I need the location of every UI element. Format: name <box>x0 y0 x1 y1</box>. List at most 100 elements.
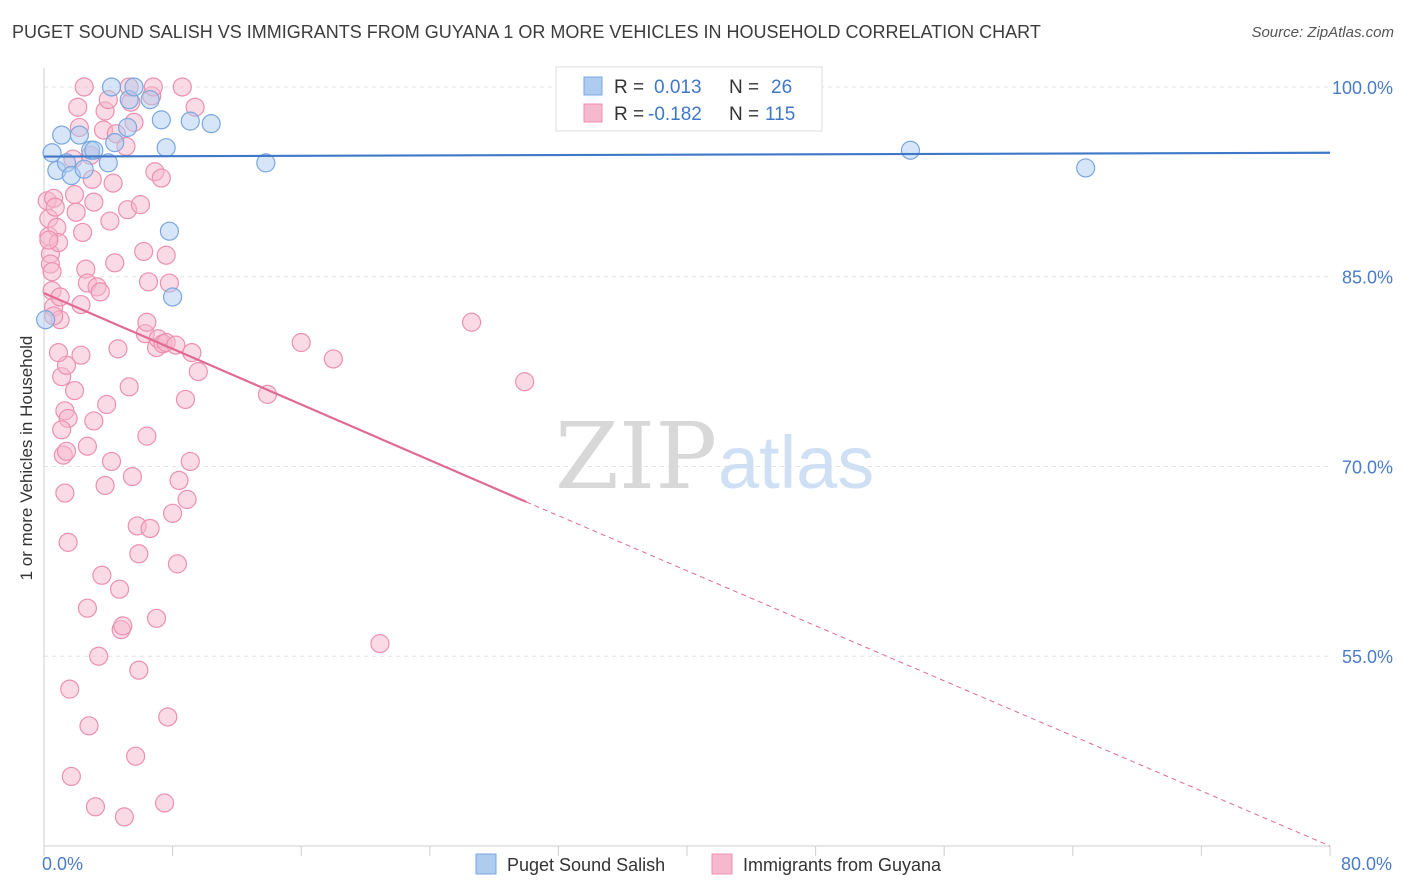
data-point-puget-sound-salish <box>159 221 179 241</box>
series-legend-label-pink: Immigrants from Guyana <box>743 855 942 875</box>
data-point-immigrants-from-guyana <box>175 389 196 410</box>
data-point-immigrants-from-guyana <box>101 451 122 472</box>
watermark: ZIP atlas <box>555 403 874 510</box>
series-legend-swatch-pink <box>711 853 733 875</box>
legend-r-label-blue: R = <box>614 77 644 98</box>
data-point-immigrants-from-guyana <box>68 97 88 117</box>
series-immigrants-from-guyana <box>37 77 535 827</box>
data-point-puget-sound-salish <box>900 140 921 160</box>
data-point-immigrants-from-guyana <box>167 554 188 574</box>
data-point-immigrants-from-guyana <box>64 380 85 401</box>
data-point-immigrants-from-guyana <box>52 420 72 440</box>
data-point-immigrants-from-guyana <box>113 616 133 636</box>
legend-n-label-pink: N = <box>729 104 759 125</box>
y-tick-label: 70.0% <box>1342 457 1393 477</box>
legend-n-value-blue: 26 <box>771 77 792 98</box>
y-tick-label: 85.0% <box>1342 268 1393 288</box>
data-point-immigrants-from-guyana <box>126 746 146 766</box>
legend-n-label-blue: N = <box>729 77 759 98</box>
data-point-immigrants-from-guyana <box>140 518 160 539</box>
data-point-immigrants-from-guyana <box>84 192 104 212</box>
data-point-immigrants-from-guyana <box>172 77 192 97</box>
data-point-puget-sound-salish <box>101 77 122 97</box>
data-point-immigrants-from-guyana <box>177 489 197 509</box>
data-point-immigrants-from-guyana <box>45 197 65 217</box>
data-point-puget-sound-salish <box>36 310 56 330</box>
data-point-immigrants-from-guyana <box>461 312 482 332</box>
data-point-immigrants-from-guyana <box>60 679 80 699</box>
data-point-immigrants-from-guyana <box>64 184 85 205</box>
data-point-puget-sound-salish <box>124 77 144 97</box>
data-point-immigrants-from-guyana <box>85 797 106 817</box>
data-point-immigrants-from-guyana <box>370 633 390 654</box>
data-point-immigrants-from-guyana <box>77 436 98 456</box>
data-point-immigrants-from-guyana <box>66 202 86 222</box>
data-point-puget-sound-salish <box>180 111 200 131</box>
data-point-immigrants-from-guyana <box>129 544 149 564</box>
data-point-immigrants-from-guyana <box>97 394 117 415</box>
legend-n-value-pink: 115 <box>765 104 795 125</box>
data-point-immigrants-from-guyana <box>134 241 154 262</box>
data-point-immigrants-from-guyana <box>74 77 94 97</box>
data-point-immigrants-from-guyana <box>156 245 176 265</box>
data-point-immigrants-from-guyana <box>108 339 128 359</box>
watermark-zip: ZIP <box>555 403 717 510</box>
data-point-puget-sound-salish <box>151 110 171 130</box>
chart-title: PUGET SOUND SALISH VS IMMIGRANTS FROM GU… <box>12 22 1041 42</box>
data-point-immigrants-from-guyana <box>180 451 200 472</box>
series-legend-label-blue: Puget Sound Salish <box>507 855 665 875</box>
chart-source: Source: ZipAtlas.com <box>1251 24 1394 41</box>
data-point-puget-sound-salish <box>74 159 94 179</box>
data-point-puget-sound-salish <box>105 133 125 153</box>
data-point-puget-sound-salish <box>84 140 104 160</box>
data-point-immigrants-from-guyana <box>56 441 77 461</box>
data-point-puget-sound-salish <box>156 138 176 158</box>
data-point-immigrants-from-guyana <box>55 483 75 503</box>
data-point-puget-sound-salish <box>117 117 138 138</box>
legend-swatch-blue <box>583 76 603 96</box>
data-point-immigrants-from-guyana <box>103 173 123 193</box>
data-point-immigrants-from-guyana <box>137 312 157 332</box>
data-point-immigrants-from-guyana <box>122 467 143 487</box>
data-point-immigrants-from-guyana <box>163 503 183 523</box>
data-point-immigrants-from-guyana <box>138 272 159 292</box>
legend-r-value-blue: 0.013 <box>654 77 702 98</box>
legend-swatch-pink <box>583 103 603 123</box>
y-tick-label: 55.0% <box>1342 647 1393 667</box>
data-point-puget-sound-salish <box>69 125 89 145</box>
data-point-immigrants-from-guyana <box>291 332 311 353</box>
data-point-puget-sound-salish <box>1076 158 1096 178</box>
data-point-immigrants-from-guyana <box>79 716 99 736</box>
watermark-atlas: atlas <box>718 421 874 504</box>
trend-line-immigrants-from-guyana <box>43 292 527 503</box>
trend-line-puget-sound-salish <box>43 151 1331 158</box>
data-point-immigrants-from-guyana <box>95 475 115 496</box>
data-point-immigrants-from-guyana <box>92 565 112 585</box>
legend-r-label-pink: R = <box>614 104 644 125</box>
series-legend: Puget Sound Salish Immigrants from Guyan… <box>475 853 942 875</box>
data-point-puget-sound-salish <box>98 153 118 173</box>
y-tick-label: 100.0% <box>1332 78 1393 98</box>
trend-line-dashed-immigrants-from-guyana <box>526 501 1331 847</box>
correlation-legend: R = 0.013 N = 26 R = -0.182 N = 115 <box>555 66 823 132</box>
data-point-puget-sound-salish <box>201 114 221 134</box>
data-point-immigrants-from-guyana <box>90 282 110 302</box>
data-point-immigrants-from-guyana <box>114 807 134 827</box>
data-point-immigrants-from-guyana <box>158 707 178 727</box>
data-point-immigrants-from-guyana <box>515 372 535 392</box>
data-point-immigrants-from-guyana <box>39 230 59 250</box>
x-axis <box>43 845 1331 856</box>
data-point-immigrants-from-guyana <box>129 660 149 680</box>
data-point-immigrants-from-guyana <box>166 335 186 355</box>
trend-lines <box>43 151 1331 847</box>
data-point-immigrants-from-guyana <box>130 195 151 215</box>
data-point-immigrants-from-guyana <box>169 470 189 491</box>
series-puget-sound-salish <box>36 77 1096 330</box>
data-point-immigrants-from-guyana <box>105 253 125 273</box>
data-point-immigrants-from-guyana <box>151 168 171 188</box>
data-point-immigrants-from-guyana <box>48 343 69 363</box>
data-point-immigrants-from-guyana <box>61 766 81 787</box>
x-tick-label-min: 0.0% <box>42 854 83 874</box>
data-point-immigrants-from-guyana <box>100 211 120 231</box>
